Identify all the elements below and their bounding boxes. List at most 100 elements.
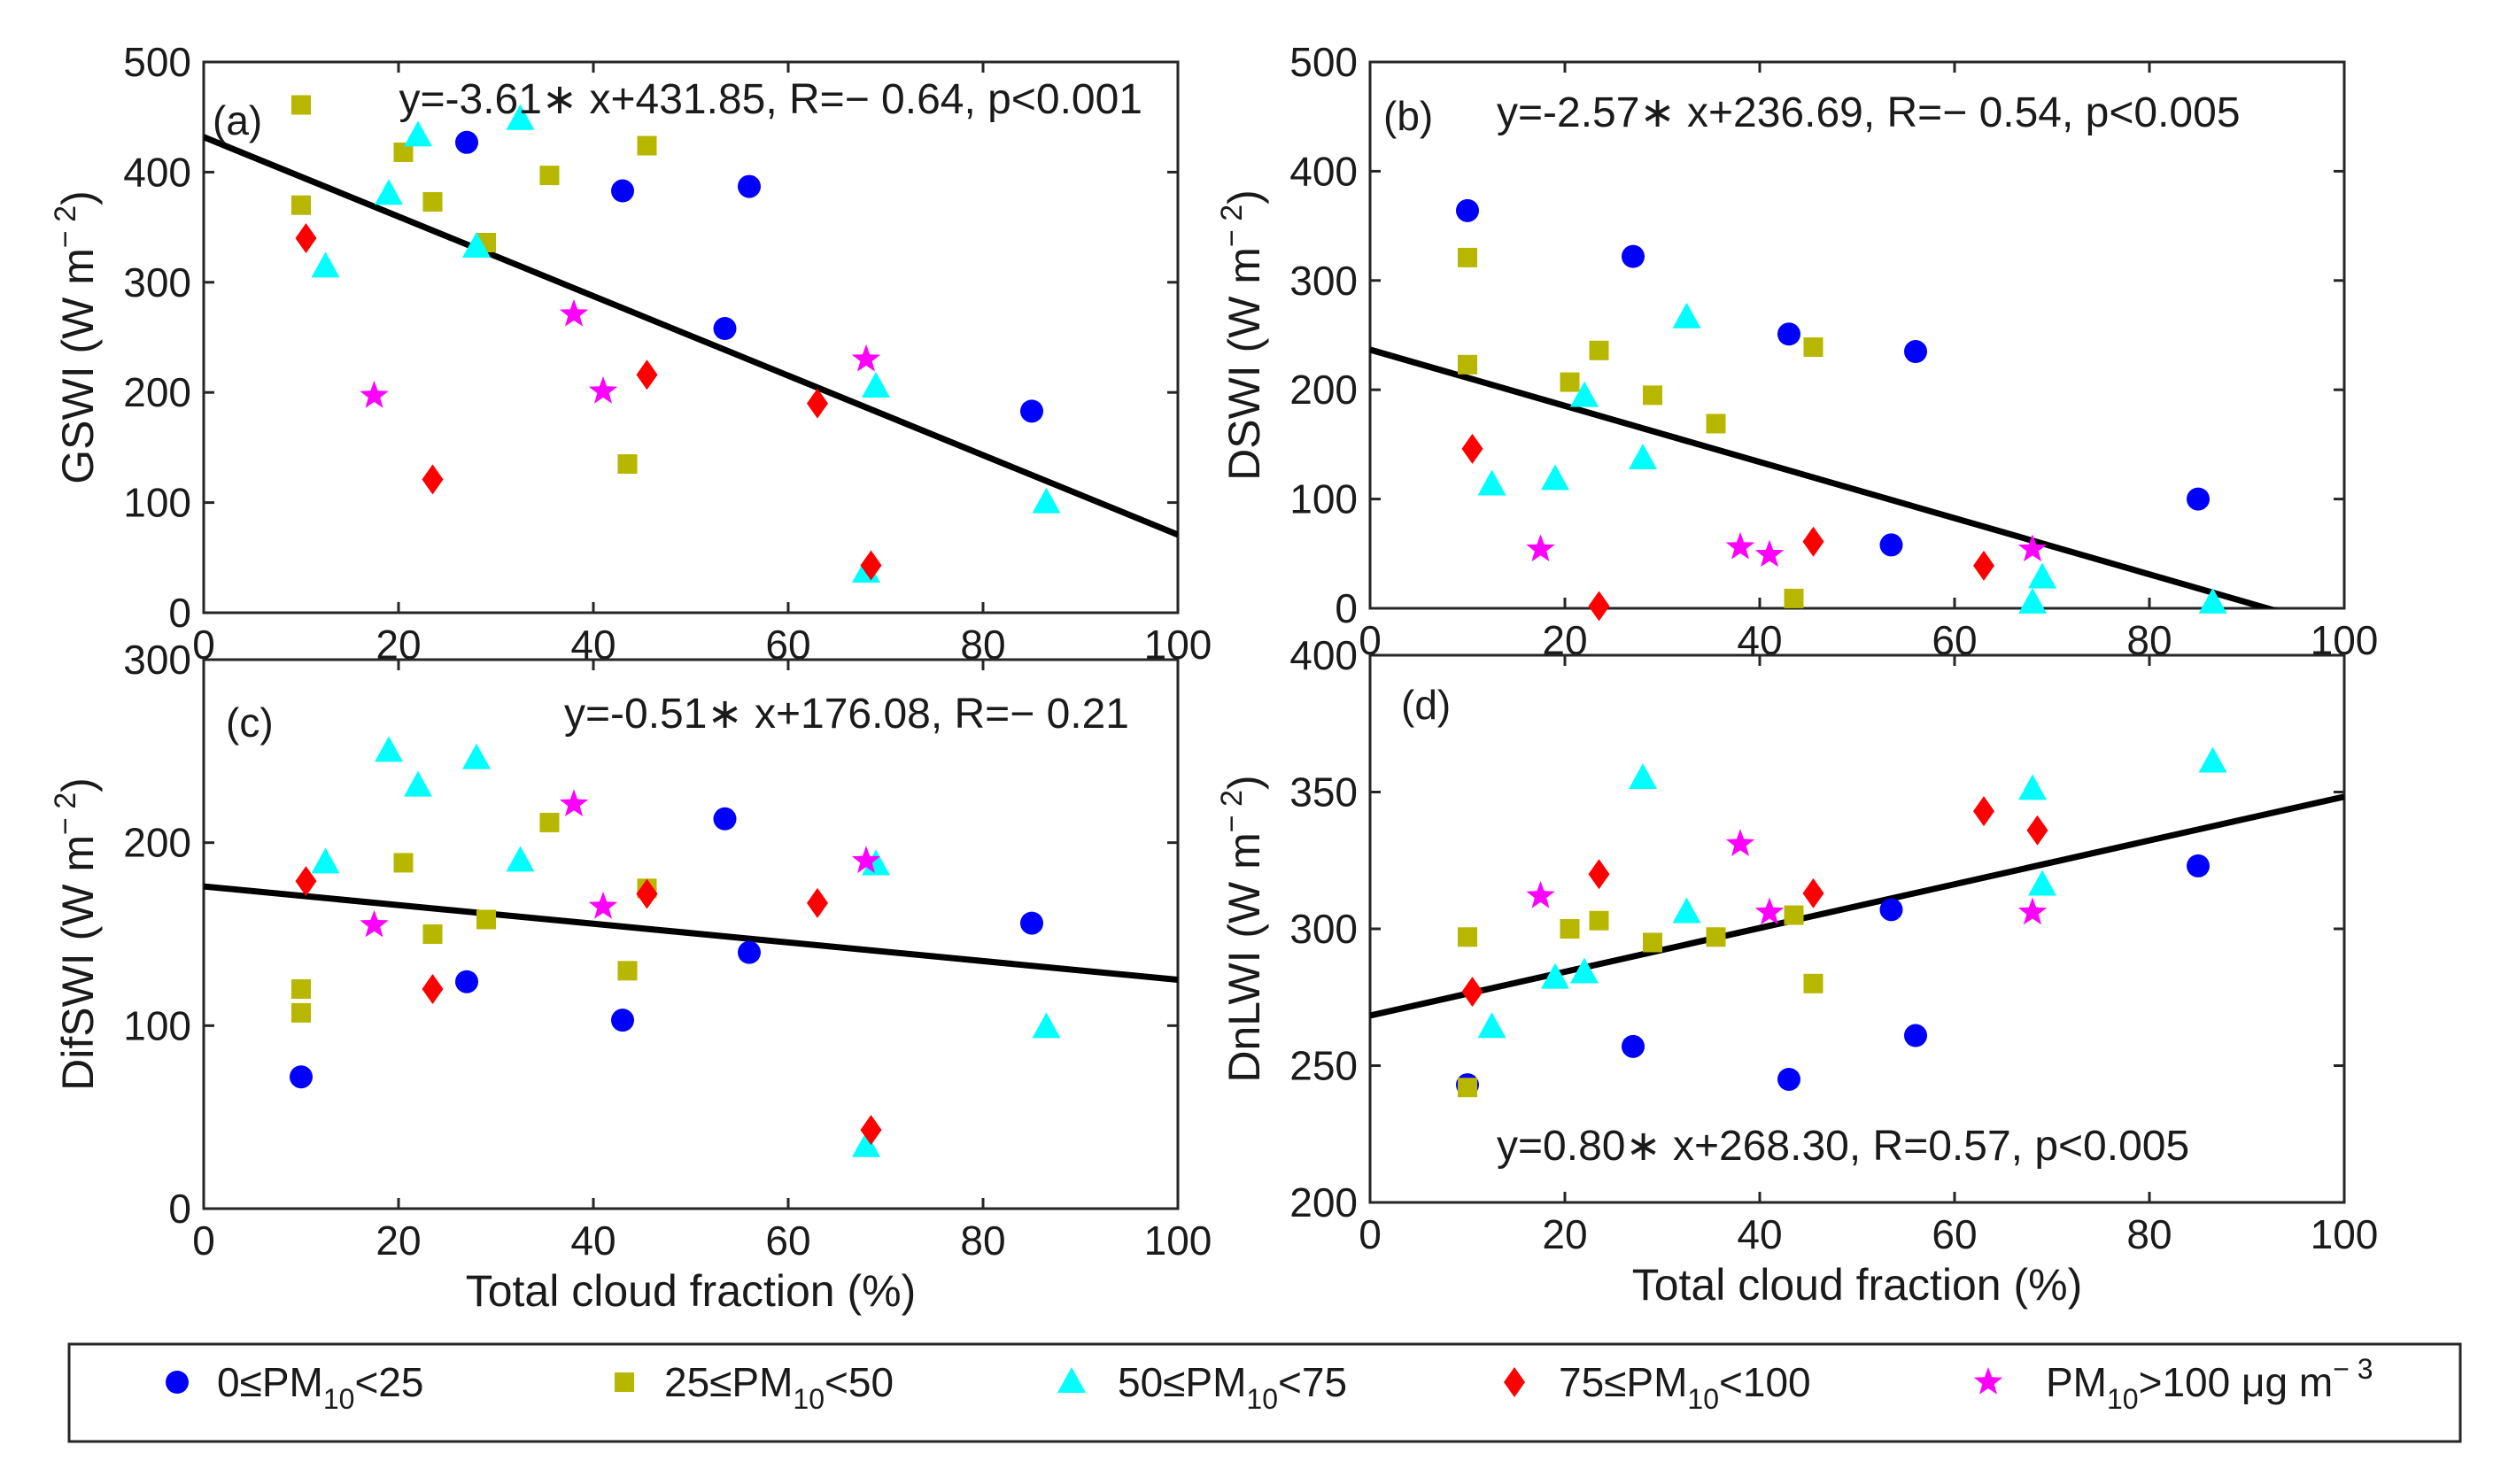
data-point-triangle bbox=[1477, 469, 1506, 496]
data-point-diamond bbox=[1461, 433, 1483, 464]
data-point-circle bbox=[1904, 1024, 1927, 1047]
y-tick-label: 400 bbox=[1289, 148, 1358, 194]
data-point-star bbox=[360, 909, 389, 938]
data-point-square bbox=[1706, 927, 1726, 947]
y-tick-label: 250 bbox=[1289, 1043, 1358, 1089]
x-tick-label: 20 bbox=[376, 1217, 421, 1264]
data-point-diamond bbox=[2026, 815, 2048, 846]
data-point-square bbox=[1560, 372, 1580, 392]
legend-label-post: <100 bbox=[1719, 1359, 1811, 1405]
data-point-star bbox=[1754, 897, 1785, 925]
panel-d: 0 20 40 60 80 100 200 250 300 350 400 DnLWI (W m− 2… bbox=[1215, 632, 2378, 1310]
data-point-square bbox=[291, 979, 311, 999]
panel-label: (b) bbox=[1383, 93, 1433, 139]
y-tick-label: 100 bbox=[123, 1002, 191, 1048]
data-point-diamond bbox=[295, 223, 317, 254]
legend-label-post: <25 bbox=[354, 1359, 423, 1405]
plot-frame bbox=[202, 60, 1180, 614]
legend-item: PM10>100 μg m− 3 bbox=[1973, 1353, 2373, 1415]
y-tick-label: 500 bbox=[1289, 39, 1358, 85]
legend-label: PM10>100 μg m− 3 bbox=[2046, 1353, 2373, 1415]
data-point-circle bbox=[2187, 487, 2210, 511]
data-point-circle bbox=[611, 1009, 634, 1032]
legend-item: 75≤PM10<100 bbox=[1504, 1359, 1811, 1415]
y-axis-label: DSWI (W m− 2) bbox=[1215, 189, 1269, 481]
y-axis-label-sup: − 2 bbox=[49, 205, 82, 248]
data-point-square bbox=[539, 812, 560, 832]
data-point-triangle bbox=[375, 179, 403, 205]
data-point-diamond bbox=[860, 550, 882, 581]
data-point-star bbox=[1725, 531, 1755, 560]
data-point-triangle bbox=[506, 846, 535, 872]
data-point-star bbox=[1526, 880, 1555, 908]
y-tick-label: 300 bbox=[1289, 906, 1358, 952]
data-point-star bbox=[588, 376, 618, 404]
data-point-square bbox=[476, 909, 496, 930]
data-point-square bbox=[617, 961, 638, 981]
plot-frame bbox=[1368, 60, 2346, 610]
y-axis-label-text: DifSWI (W m bbox=[53, 835, 103, 1091]
y-tick-label: 100 bbox=[1289, 476, 1358, 522]
data-point-square bbox=[1643, 385, 1662, 406]
legend-label-pre: 75≤PM bbox=[1559, 1359, 1687, 1405]
data-point-square bbox=[393, 853, 414, 873]
y-axis-label-sup: − 2 bbox=[49, 792, 82, 835]
y-axis-label-sup: − 2 bbox=[1215, 790, 1249, 832]
y-tick-label: 300 bbox=[123, 259, 191, 305]
x-axis-label: Total cloud fraction (%) bbox=[1632, 1260, 2083, 1310]
y-tick-label: 350 bbox=[1289, 769, 1358, 815]
data-point-triangle bbox=[2028, 870, 2056, 896]
legend-label: 0≤PM10<25 bbox=[217, 1359, 423, 1415]
data-point-circle bbox=[738, 174, 761, 198]
x-tick-label: 0 bbox=[192, 1217, 215, 1264]
data-point-star bbox=[851, 344, 881, 372]
data-point-circle bbox=[1879, 533, 1903, 557]
data-point-star bbox=[588, 892, 618, 919]
data-point-diamond bbox=[1973, 550, 1994, 581]
data-point-square bbox=[291, 195, 311, 215]
y-tick-label: 200 bbox=[123, 820, 191, 866]
legend-label-post: <75 bbox=[1278, 1359, 1347, 1405]
data-point-triangle bbox=[375, 736, 403, 762]
data-point-triangle bbox=[1032, 1012, 1061, 1039]
y-axis-label-text: DnLWI (W m bbox=[1220, 832, 1269, 1082]
legend-label-pre: 0≤PM bbox=[217, 1359, 323, 1405]
data-point-star bbox=[559, 298, 589, 327]
data-point-diamond bbox=[807, 388, 828, 419]
y-axis-label-close: ) bbox=[1220, 189, 1269, 205]
legend-label: 50≤PM10<75 bbox=[1118, 1359, 1347, 1415]
data-point-triangle bbox=[1629, 763, 1657, 790]
legend-item: 0≤PM10<25 bbox=[166, 1359, 423, 1415]
data-point-square bbox=[1589, 910, 1609, 931]
data-point-diamond bbox=[422, 974, 444, 1004]
panel-label: (a) bbox=[213, 97, 262, 143]
data-point-circle bbox=[290, 1065, 313, 1089]
data-point-triangle bbox=[1570, 957, 1599, 984]
data-point-circle bbox=[1777, 322, 1800, 346]
data-point-triangle bbox=[2028, 562, 2056, 589]
data-point-diamond bbox=[1588, 591, 1610, 622]
data-point-triangle bbox=[862, 371, 890, 398]
data-point-square bbox=[1803, 337, 1823, 358]
data-point-triangle bbox=[404, 120, 432, 147]
data-point-triangle bbox=[1672, 897, 1701, 924]
legend: 0≤PM10<25 25≤PM10<50 50≤PM10<75 75≤PM10<100… bbox=[67, 1342, 2462, 1443]
data-point-diamond bbox=[1461, 977, 1483, 1008]
x-tick-label: 100 bbox=[1144, 1217, 1212, 1264]
y-axis-label-text: GSWI (W m bbox=[53, 248, 103, 484]
data-point-square bbox=[1458, 1078, 1477, 1098]
x-axis-label: Total cloud fraction (%) bbox=[466, 1266, 917, 1316]
y-tick-label: 0 bbox=[168, 1186, 191, 1232]
legend-marker-square bbox=[615, 1372, 634, 1392]
y-axis-label-sup: − 2 bbox=[1215, 205, 1249, 247]
data-point-triangle bbox=[1541, 962, 1569, 989]
data-point-diamond bbox=[636, 878, 658, 909]
legend-label-sub: 10 bbox=[2107, 1383, 2139, 1415]
legend-label-unit-sup: − 3 bbox=[2333, 1353, 2373, 1385]
data-point-triangle bbox=[2198, 587, 2227, 614]
data-point-circle bbox=[455, 130, 478, 154]
data-point-triangle bbox=[462, 231, 491, 258]
y-tick-label: 200 bbox=[1289, 1179, 1358, 1225]
regression-line bbox=[204, 134, 1178, 538]
